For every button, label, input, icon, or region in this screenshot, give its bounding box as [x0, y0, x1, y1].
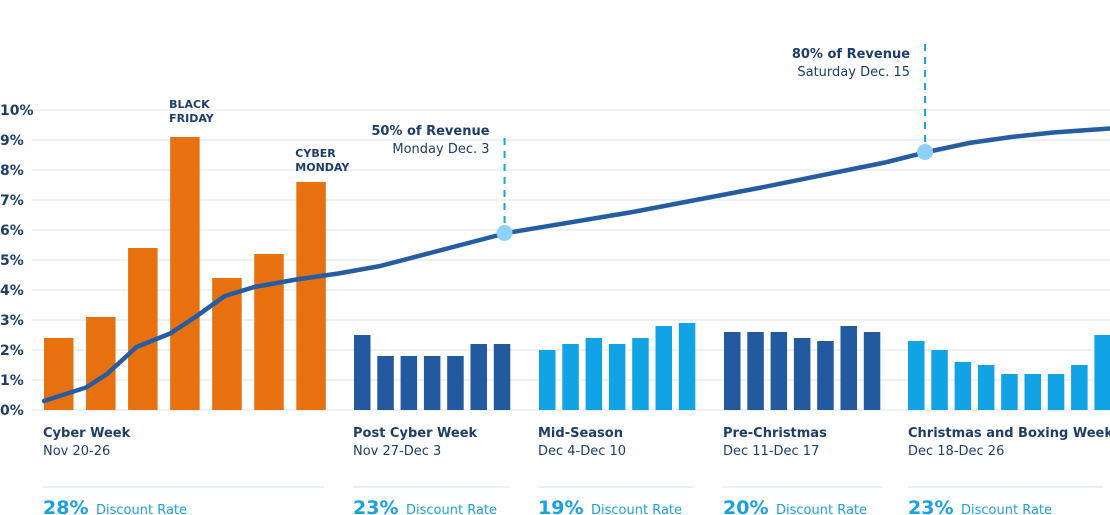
discount-rate-label: Discount Rate — [776, 503, 867, 515]
bar — [793, 338, 811, 410]
bar — [840, 326, 857, 410]
bar — [447, 356, 464, 410]
week-name-label: Christmas and Boxing Week — [908, 426, 1110, 441]
bar — [1024, 374, 1041, 410]
discount-rate-value: 28% — [43, 497, 88, 515]
discount-rate-label: Discount Rate — [406, 503, 497, 515]
event-label: BLACK — [169, 98, 210, 111]
week-date-range: Nov 20-26 — [43, 444, 110, 459]
bar — [585, 338, 603, 410]
y-tick-label: 1% — [0, 373, 24, 389]
bar — [170, 137, 200, 410]
week-name-label: Pre-Christmas — [723, 426, 827, 441]
week-name-label: Post Cyber Week — [353, 426, 478, 441]
bar — [1001, 374, 1018, 410]
annotation-title: 50% of Revenue — [371, 124, 489, 139]
week-name-label: Cyber Week — [43, 426, 131, 441]
y-tick-label: 7% — [0, 193, 24, 209]
bar — [747, 332, 764, 410]
annotation-title: 80% of Revenue — [792, 47, 910, 62]
week-date-range: Nov 27-Dec 3 — [353, 444, 441, 459]
event-label: FRIDAY — [169, 112, 215, 125]
bar — [493, 344, 511, 410]
bar — [212, 278, 242, 410]
bar — [400, 356, 418, 410]
bar — [977, 365, 995, 410]
annotation-subtitle: Monday Dec. 3 — [392, 142, 489, 157]
bar — [655, 326, 672, 410]
y-tick-label: 2% — [0, 343, 24, 359]
discount-rate-label: Discount Rate — [591, 503, 682, 515]
discount-rate-value: 23% — [353, 497, 398, 515]
bar — [296, 182, 326, 410]
y-tick-label: 4% — [0, 283, 24, 299]
week-date-range: Dec 4-Dec 10 — [538, 444, 626, 459]
milestone-marker — [496, 225, 513, 241]
bar — [863, 332, 881, 410]
bar — [254, 254, 284, 410]
bar — [608, 344, 626, 410]
y-tick-label: 9% — [0, 133, 24, 149]
bar — [931, 350, 948, 410]
bar — [86, 317, 116, 410]
discount-rate-value: 19% — [538, 497, 583, 515]
bar — [632, 338, 649, 410]
week-name-label: Mid-Season — [538, 426, 623, 441]
event-label: MONDAY — [295, 161, 350, 174]
bar — [1094, 335, 1110, 410]
bar — [128, 248, 158, 410]
discount-rate-label: Discount Rate — [961, 503, 1052, 515]
discount-rate-label: Discount Rate — [96, 503, 187, 515]
milestone-marker — [917, 144, 934, 160]
bar — [423, 356, 441, 410]
bar — [377, 356, 394, 410]
annotation-subtitle: Saturday Dec. 15 — [797, 65, 910, 80]
week-date-range: Dec 18-Dec 26 — [908, 444, 1004, 459]
bar — [1047, 374, 1065, 410]
y-tick-label: 5% — [0, 253, 24, 269]
bar — [954, 362, 972, 410]
week-date-range: Dec 11-Dec 17 — [723, 444, 819, 459]
y-tick-label: 0% — [0, 403, 24, 419]
y-tick-label: 8% — [0, 163, 24, 179]
bar — [678, 323, 696, 410]
discount-rate-value: 20% — [723, 497, 768, 515]
bar — [817, 341, 834, 410]
y-tick-label: 10% — [0, 103, 34, 119]
bar — [470, 344, 487, 410]
cumulative-revenue-line — [41, 126, 1110, 404]
bar — [908, 341, 925, 410]
bar — [1071, 365, 1088, 410]
bar — [539, 350, 556, 410]
discount-rate-value: 23% — [908, 497, 953, 515]
event-label: CYBER — [295, 147, 336, 160]
y-tick-label: 3% — [0, 313, 24, 329]
bar — [354, 335, 371, 410]
bar — [770, 332, 788, 410]
bar — [724, 332, 741, 410]
bar — [562, 344, 579, 410]
y-tick-label: 6% — [0, 223, 24, 239]
